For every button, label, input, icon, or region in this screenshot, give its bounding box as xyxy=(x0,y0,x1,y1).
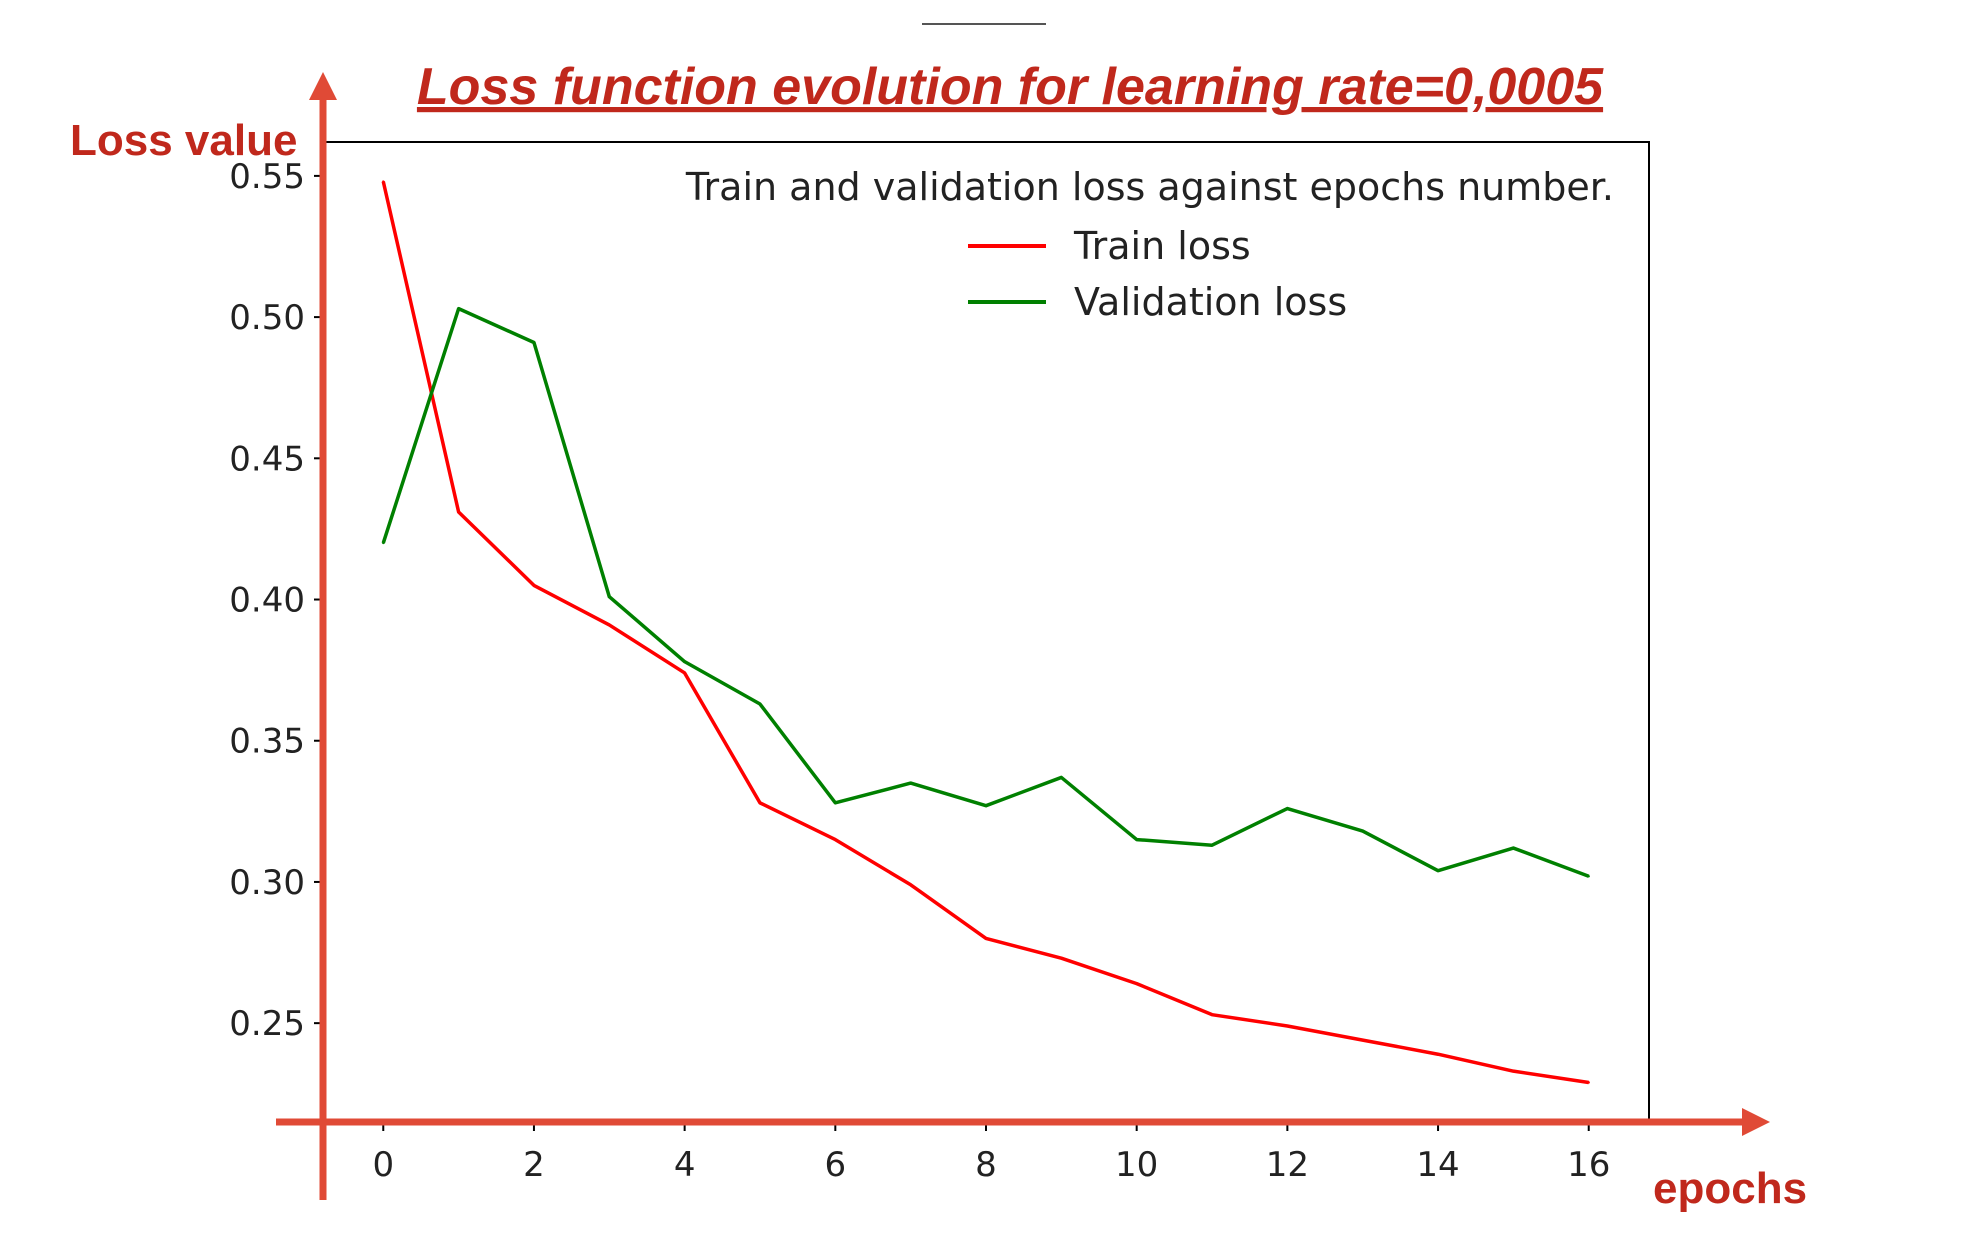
train-loss-point xyxy=(984,937,988,940)
validation-loss-point xyxy=(1286,807,1289,810)
train-loss-point xyxy=(909,883,912,886)
validation-loss-point xyxy=(1361,829,1364,833)
y-tick-label: 0.35 xyxy=(229,722,305,762)
validation-loss-point xyxy=(834,801,837,805)
legend: Train loss Validation loss xyxy=(968,224,1347,324)
validation-loss-point xyxy=(683,660,686,663)
y-tick-label: 0.30 xyxy=(229,863,305,903)
legend-label-validation-loss: Validation loss xyxy=(1074,280,1347,324)
train-loss-point xyxy=(683,671,686,675)
x-tick-label: 4 xyxy=(674,1145,696,1185)
x-axis-arrowhead xyxy=(1742,1108,1770,1136)
x-axis-ticks: 0 2 4 6 8 10 12 14 16 xyxy=(372,1122,1610,1185)
plot-area xyxy=(322,141,1650,1123)
x-tick-label: 16 xyxy=(1567,1145,1610,1185)
legend-label-train-loss: Train loss xyxy=(1073,224,1251,268)
validation-loss-point xyxy=(608,595,611,598)
x-tick-label: 6 xyxy=(824,1145,846,1185)
train-loss-point xyxy=(532,584,536,587)
y-tick-label: 0.40 xyxy=(229,581,305,621)
y-tick-label: 0.45 xyxy=(229,439,305,479)
validation-loss-point xyxy=(1512,846,1515,850)
y-tick-label: 0.25 xyxy=(229,1004,305,1044)
y-tick-label: 0.55 xyxy=(229,157,305,197)
series-layer xyxy=(381,180,1590,1085)
train-loss-point xyxy=(1512,1069,1515,1073)
y-axis-ticks: 0.25 0.30 0.35 0.40 0.45 0.50 0.55 xyxy=(229,157,323,1044)
train-loss-point xyxy=(1135,982,1138,985)
train-loss-point xyxy=(834,838,837,841)
x-tick-label: 2 xyxy=(523,1145,545,1185)
validation-loss-point xyxy=(457,307,460,310)
train-loss-point xyxy=(1060,956,1063,960)
x-tick-label: 10 xyxy=(1115,1145,1158,1185)
validation-loss-point xyxy=(382,541,385,545)
x-tick-label: 0 xyxy=(372,1145,394,1185)
validation-loss-point xyxy=(1587,875,1590,878)
validation-loss-point xyxy=(984,804,988,807)
validation-loss-point xyxy=(532,341,536,344)
chart-inner-title: Train and validation loss against epochs… xyxy=(685,165,1614,209)
train-loss-point xyxy=(1286,1024,1289,1028)
validation-loss-point xyxy=(1060,776,1063,779)
train-loss-point xyxy=(1587,1081,1590,1084)
validation-loss-point xyxy=(758,702,762,706)
x-tick-label: 8 xyxy=(975,1145,997,1185)
y-tick-label: 0.50 xyxy=(229,298,305,338)
x-tick-label: 12 xyxy=(1266,1145,1309,1185)
train-loss-point xyxy=(1436,1053,1440,1056)
train-loss-point xyxy=(1361,1038,1364,1042)
train-loss-point xyxy=(608,623,611,627)
validation-loss-point xyxy=(1210,844,1214,847)
annotation-y-label: Loss value xyxy=(70,116,297,165)
train-loss-point xyxy=(1210,1013,1214,1016)
x-tick-label: 14 xyxy=(1416,1145,1459,1185)
annotation-x-label: epochs xyxy=(1653,1164,1807,1213)
train-loss-point xyxy=(382,180,385,183)
train-loss-point xyxy=(758,801,762,805)
validation-loss-point xyxy=(1436,869,1440,872)
y-axis-arrowhead xyxy=(309,72,337,100)
validation-loss-point xyxy=(1135,838,1138,841)
train-loss-point xyxy=(457,510,460,514)
annotation-title: Loss function evolution for learning rat… xyxy=(417,58,1604,116)
validation-loss-point xyxy=(909,781,912,785)
